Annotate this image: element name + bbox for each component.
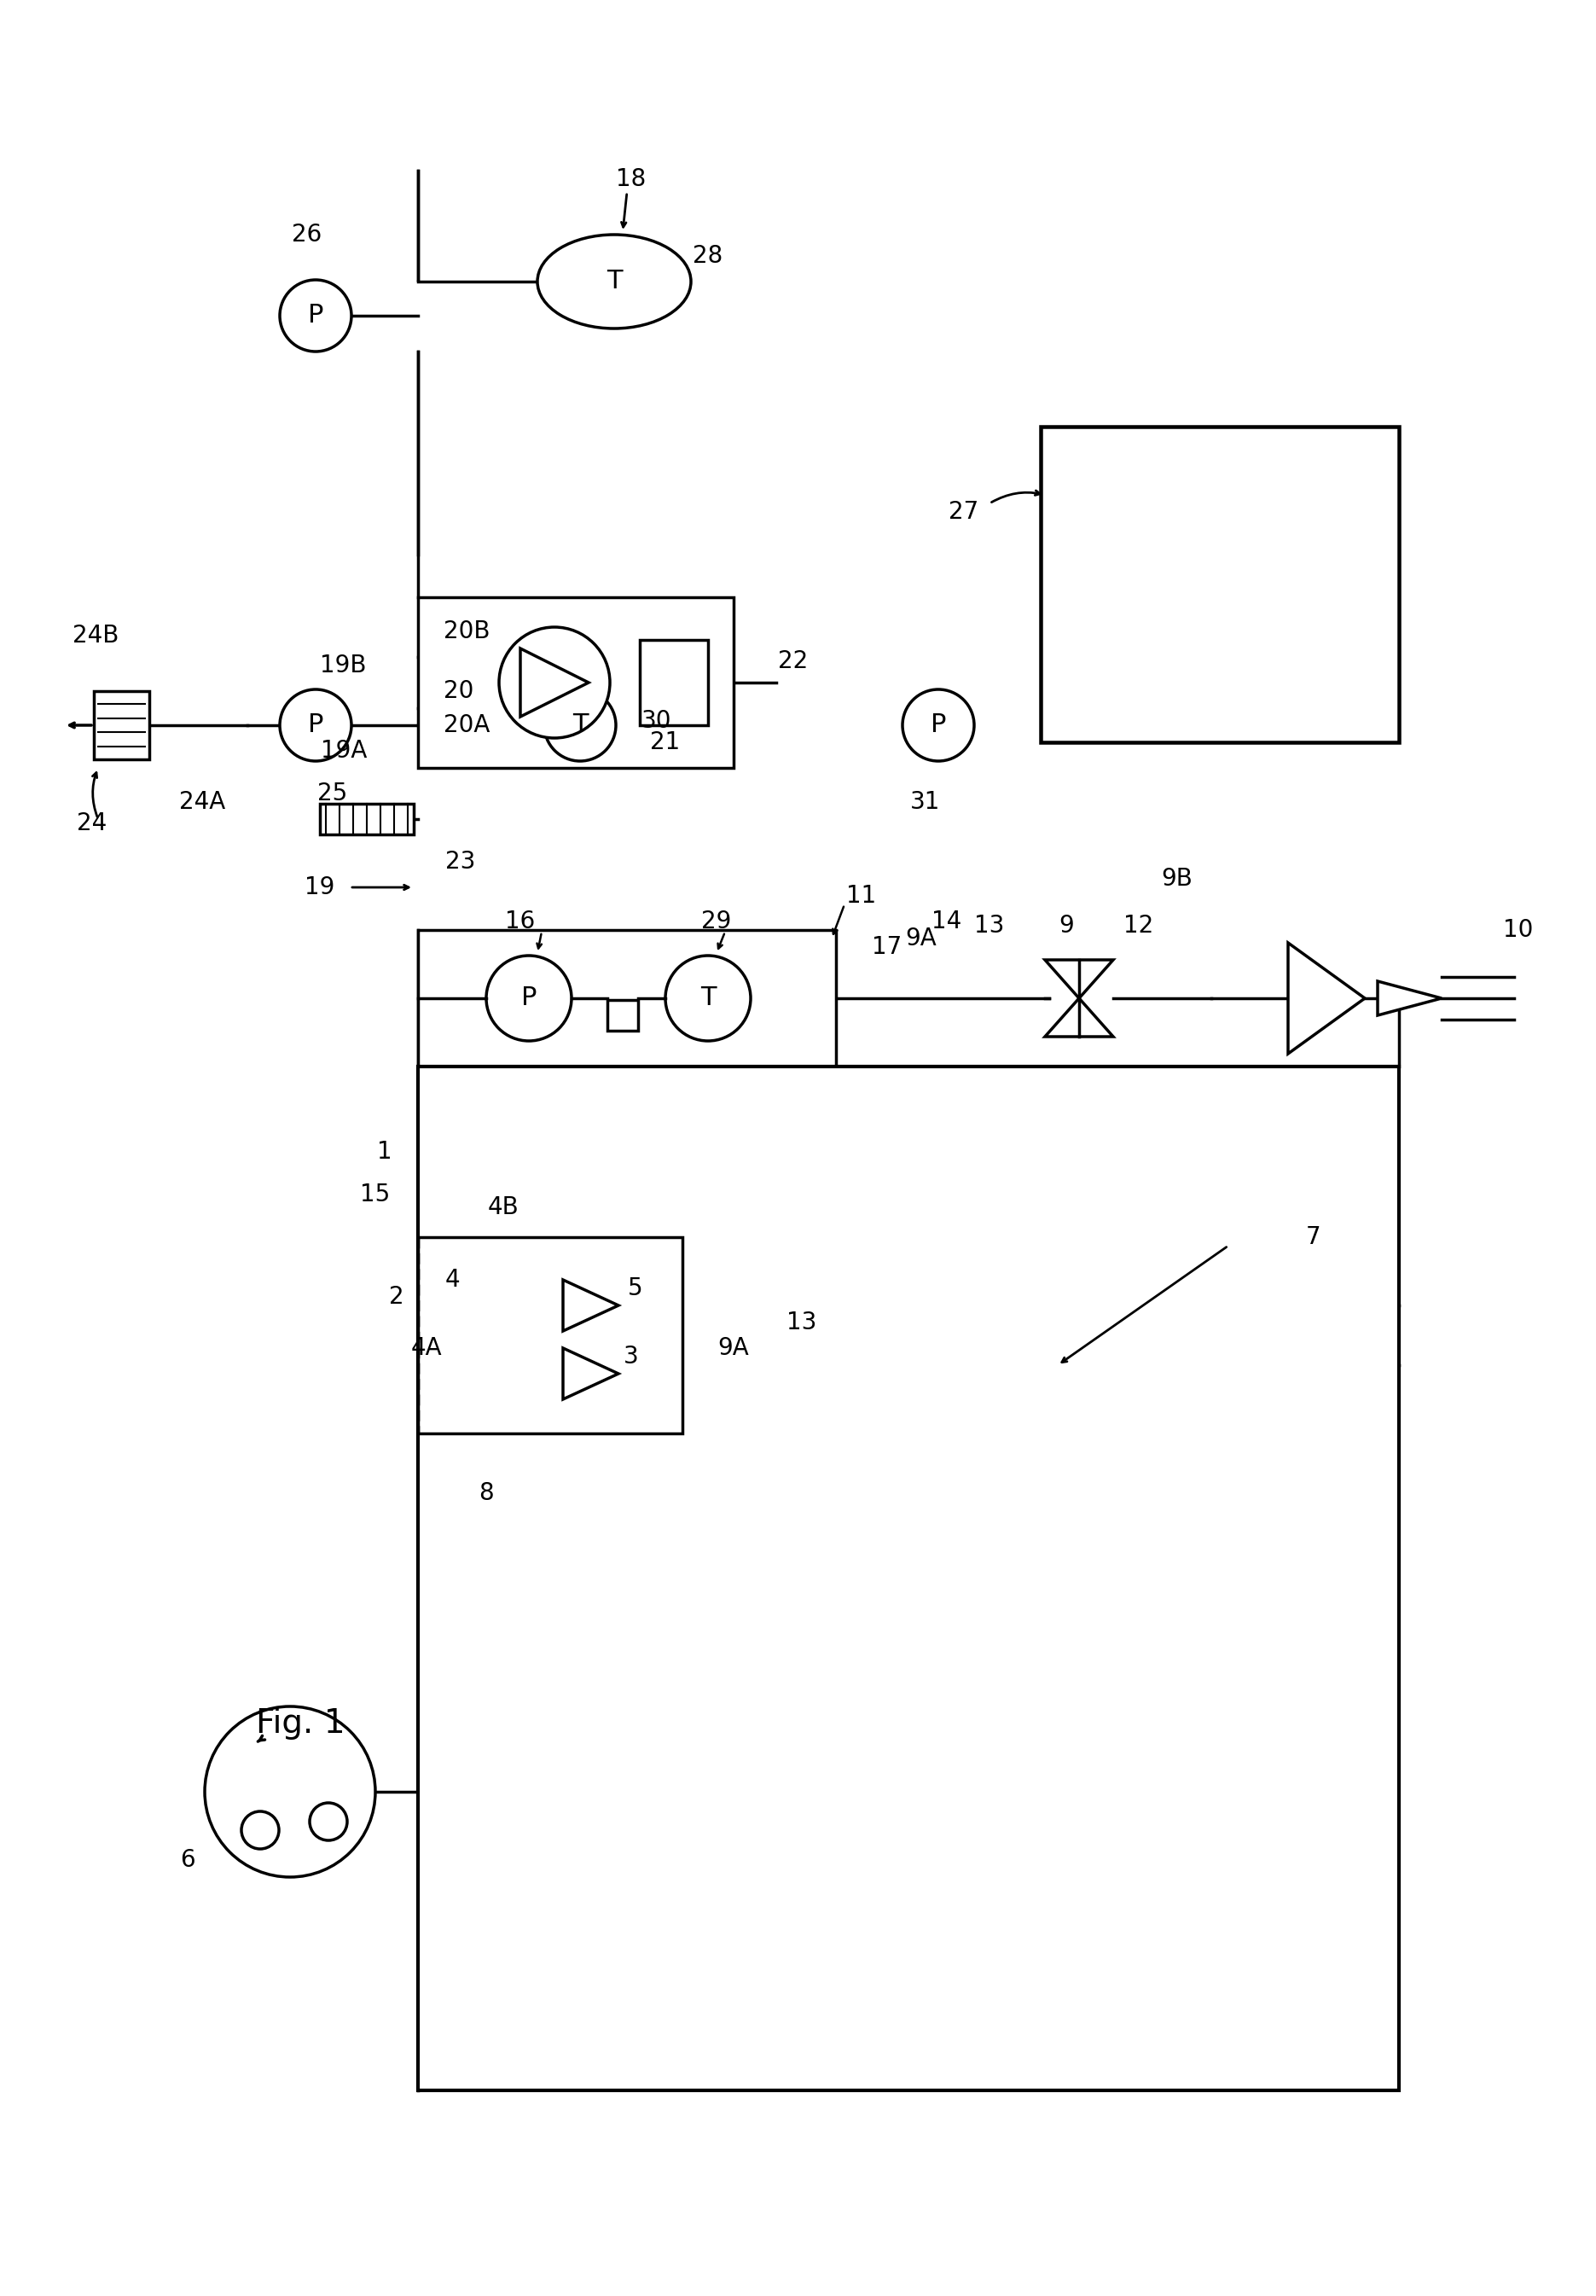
Circle shape <box>279 689 351 760</box>
Text: T: T <box>701 985 717 1010</box>
Text: 28: 28 <box>693 243 723 269</box>
Text: 19B: 19B <box>321 654 367 677</box>
Text: 14: 14 <box>932 909 962 934</box>
Text: 3: 3 <box>624 1345 638 1368</box>
Bar <box>640 641 709 726</box>
Text: 11: 11 <box>846 884 876 907</box>
Bar <box>418 1068 1400 2089</box>
Circle shape <box>241 1812 279 1848</box>
Text: 7: 7 <box>1306 1226 1321 1249</box>
Circle shape <box>310 1802 348 1841</box>
Text: 16: 16 <box>506 909 535 934</box>
Circle shape <box>544 689 616 760</box>
Text: 21: 21 <box>650 730 680 755</box>
Bar <box>94 691 150 760</box>
Text: 20B: 20B <box>444 620 490 643</box>
Text: 24A: 24A <box>179 790 225 815</box>
Text: 26: 26 <box>292 223 322 246</box>
Text: 29: 29 <box>702 909 731 934</box>
Text: 18: 18 <box>616 168 646 191</box>
Text: 4B: 4B <box>488 1196 519 1219</box>
Text: Fig. 1: Fig. 1 <box>255 1708 345 1740</box>
Text: 24: 24 <box>77 810 107 836</box>
Polygon shape <box>1288 944 1365 1054</box>
Polygon shape <box>563 1348 618 1398</box>
Text: 25: 25 <box>318 781 348 806</box>
Circle shape <box>666 955 750 1040</box>
Text: 15: 15 <box>361 1182 391 1205</box>
Text: 8: 8 <box>479 1481 493 1506</box>
Text: 24B: 24B <box>72 625 118 647</box>
Text: 17: 17 <box>871 934 902 960</box>
Bar <box>418 597 734 767</box>
Text: 19A: 19A <box>321 739 367 762</box>
Text: 23: 23 <box>445 850 476 875</box>
Bar <box>1041 427 1400 742</box>
Text: 5: 5 <box>627 1277 643 1300</box>
Text: 20A: 20A <box>444 714 490 737</box>
Text: P: P <box>308 712 324 737</box>
Circle shape <box>500 627 610 737</box>
Circle shape <box>204 1706 375 1878</box>
Text: P: P <box>930 712 946 737</box>
Bar <box>418 930 836 1068</box>
Text: 12: 12 <box>1124 914 1154 937</box>
Polygon shape <box>1045 960 1112 999</box>
Text: 13: 13 <box>787 1311 817 1334</box>
Text: 4: 4 <box>445 1267 460 1293</box>
Text: 9A: 9A <box>718 1336 749 1359</box>
Polygon shape <box>520 647 589 716</box>
Bar <box>319 804 413 833</box>
Ellipse shape <box>538 234 691 328</box>
Polygon shape <box>563 1279 618 1332</box>
Polygon shape <box>1045 999 1112 1038</box>
Text: 31: 31 <box>910 790 940 815</box>
Text: 13: 13 <box>975 914 1004 937</box>
Text: 27: 27 <box>950 501 978 523</box>
Bar <box>418 1238 683 1433</box>
Text: 22: 22 <box>779 650 808 673</box>
Text: P: P <box>308 303 324 328</box>
Bar <box>608 1001 638 1031</box>
Text: 20: 20 <box>444 680 474 703</box>
Text: 10: 10 <box>1503 918 1534 941</box>
Text: 4A: 4A <box>410 1336 442 1359</box>
Text: T: T <box>571 712 587 737</box>
Text: T: T <box>606 269 622 294</box>
Text: 19: 19 <box>305 875 335 900</box>
Text: 9: 9 <box>1058 914 1074 937</box>
Text: P: P <box>520 985 536 1010</box>
Text: 9A: 9A <box>905 928 937 951</box>
Circle shape <box>279 280 351 351</box>
Text: 6: 6 <box>180 1848 195 1871</box>
Circle shape <box>902 689 974 760</box>
Circle shape <box>487 955 571 1040</box>
Polygon shape <box>1377 980 1441 1015</box>
Text: 9B: 9B <box>1162 868 1192 891</box>
Text: 30: 30 <box>642 709 672 732</box>
Text: 2: 2 <box>389 1286 404 1309</box>
Text: 1: 1 <box>377 1139 393 1164</box>
